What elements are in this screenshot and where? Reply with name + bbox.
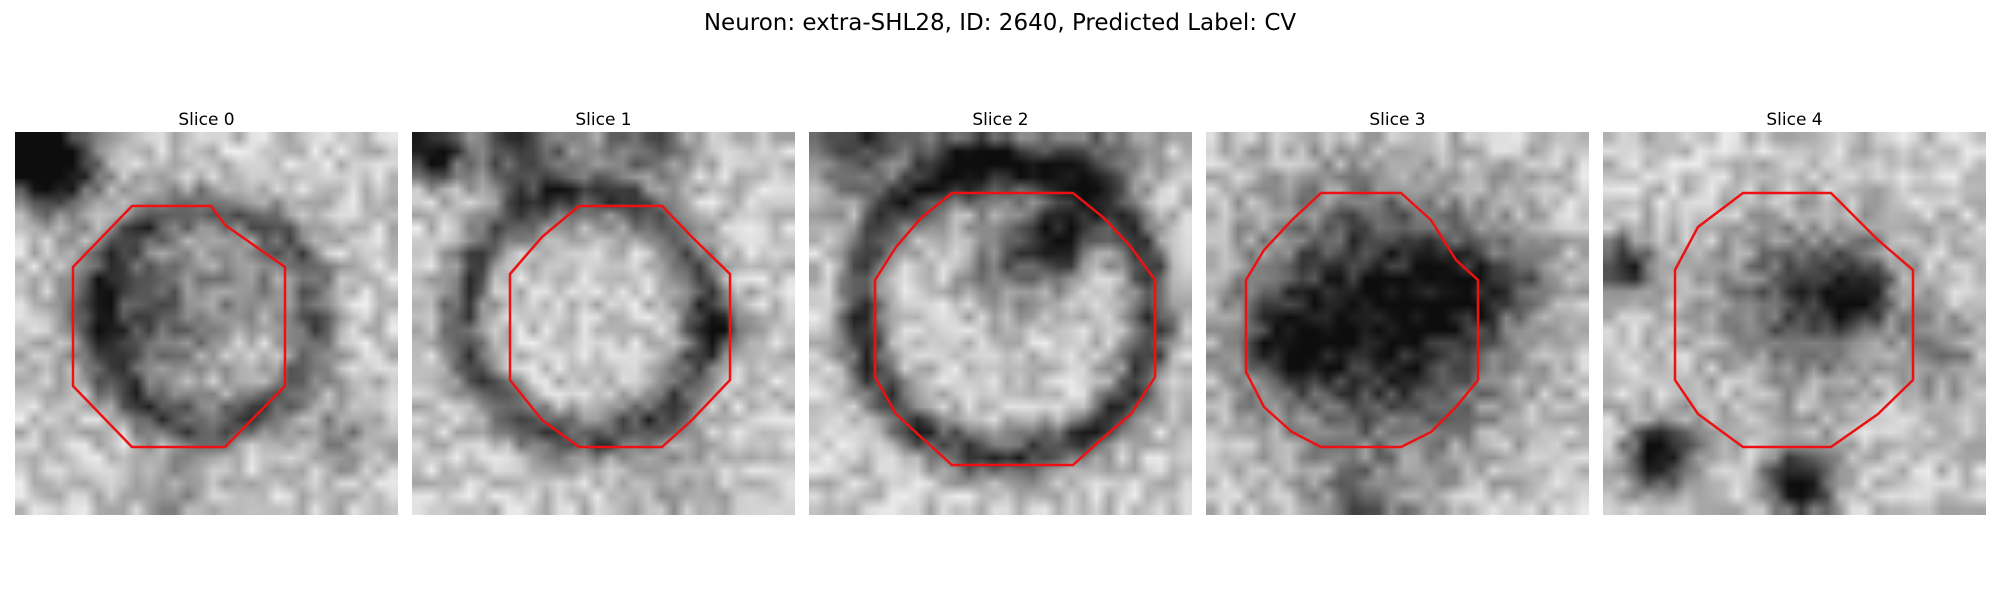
slice-panel-2: Slice 2 [809, 108, 1192, 515]
slice-title: Slice 3 [1369, 110, 1426, 130]
slice-title: Slice 0 [178, 110, 235, 130]
segmentation-outline [508, 204, 732, 449]
em-slice-image [809, 132, 1192, 515]
segmentation-outline [71, 204, 287, 449]
em-slice-image [1603, 132, 1986, 515]
slice-title: Slice 1 [575, 110, 632, 130]
figure-title: Neuron: extra-SHL28, ID: 2640, Predicted… [703, 10, 1297, 36]
slice-panel-3: Slice 3 [1206, 108, 1589, 515]
slice-title: Slice 2 [972, 110, 1029, 130]
segmentation-outline [1244, 191, 1480, 449]
segmentation-outline [873, 191, 1157, 467]
slice-panel-4: Slice 4 [1603, 108, 1986, 515]
em-slice-image [1206, 132, 1589, 515]
slice-title: Slice 4 [1766, 110, 1823, 130]
em-slice-image [15, 132, 398, 515]
slice-panel-0: Slice 0 [15, 108, 398, 515]
slice-panel-1: Slice 1 [412, 108, 795, 515]
segmentation-outline [1673, 191, 1915, 449]
